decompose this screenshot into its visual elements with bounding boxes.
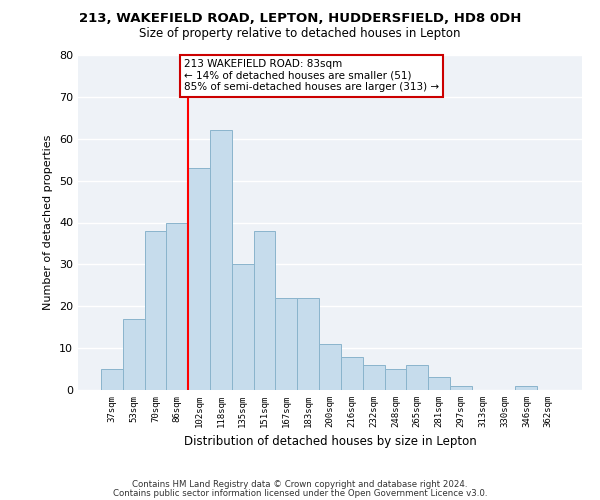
X-axis label: Distribution of detached houses by size in Lepton: Distribution of detached houses by size … [184, 436, 476, 448]
Bar [319, 344, 341, 390]
Bar [101, 369, 123, 390]
Bar [297, 298, 319, 390]
Text: Size of property relative to detached houses in Lepton: Size of property relative to detached ho… [139, 28, 461, 40]
Bar [515, 386, 537, 390]
Bar [275, 298, 297, 390]
Bar [254, 231, 275, 390]
Bar [145, 231, 166, 390]
Bar [188, 168, 210, 390]
Bar [123, 319, 145, 390]
Y-axis label: Number of detached properties: Number of detached properties [43, 135, 53, 310]
Bar [428, 378, 450, 390]
Bar [363, 365, 385, 390]
Text: 213 WAKEFIELD ROAD: 83sqm
← 14% of detached houses are smaller (51)
85% of semi-: 213 WAKEFIELD ROAD: 83sqm ← 14% of detac… [184, 59, 439, 92]
Text: Contains public sector information licensed under the Open Government Licence v3: Contains public sector information licen… [113, 488, 487, 498]
Text: 213, WAKEFIELD ROAD, LEPTON, HUDDERSFIELD, HD8 0DH: 213, WAKEFIELD ROAD, LEPTON, HUDDERSFIEL… [79, 12, 521, 26]
Bar [341, 356, 363, 390]
Bar [210, 130, 232, 390]
Bar [385, 369, 406, 390]
Text: Contains HM Land Registry data © Crown copyright and database right 2024.: Contains HM Land Registry data © Crown c… [132, 480, 468, 489]
Bar [232, 264, 254, 390]
Bar [406, 365, 428, 390]
Bar [450, 386, 472, 390]
Bar [166, 222, 188, 390]
